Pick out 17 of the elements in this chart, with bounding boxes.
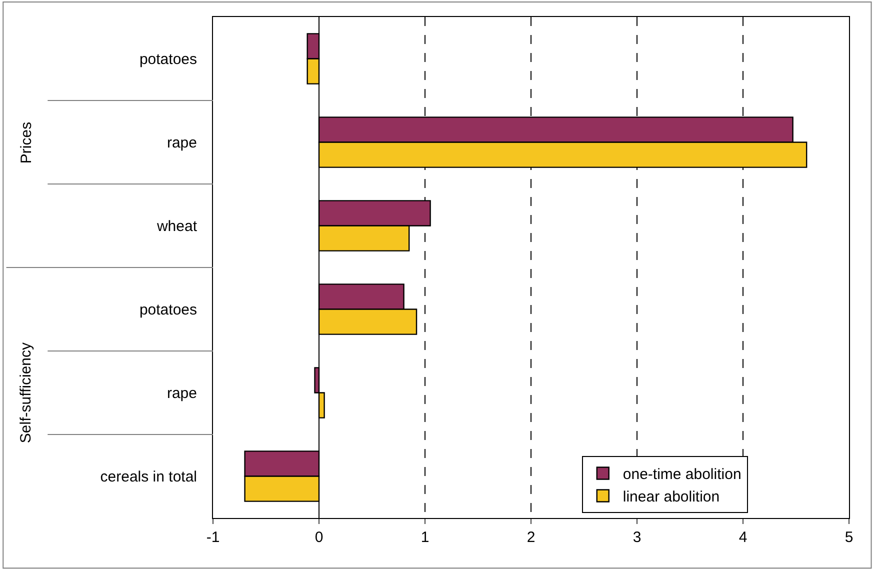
- text: Prices: [18, 122, 36, 164]
- x-tick-label: 1: [420, 529, 430, 546]
- x-tick-label: 3: [632, 529, 642, 546]
- x-tick-label: 5: [844, 529, 854, 546]
- y-tick-label: rape: [166, 385, 197, 402]
- y-tick-label: potatoes: [139, 51, 197, 68]
- legend-label: linear abolition: [622, 488, 720, 506]
- x-tick-label: 4: [738, 529, 748, 546]
- y-tick-label: potatoes: [139, 302, 197, 318]
- y-tick-label: rape: [166, 134, 197, 152]
- y-tick-label: wheat: [156, 218, 198, 235]
- legend-label: one-time abolition: [622, 466, 742, 484]
- text: Self-sufficiency: [18, 342, 35, 444]
- x-tick-label: 2: [526, 529, 536, 546]
- x-tick-label: -1: [206, 529, 220, 546]
- y-tick-label: cereals in total: [100, 468, 197, 486]
- x-tick-label: 0: [314, 529, 324, 546]
